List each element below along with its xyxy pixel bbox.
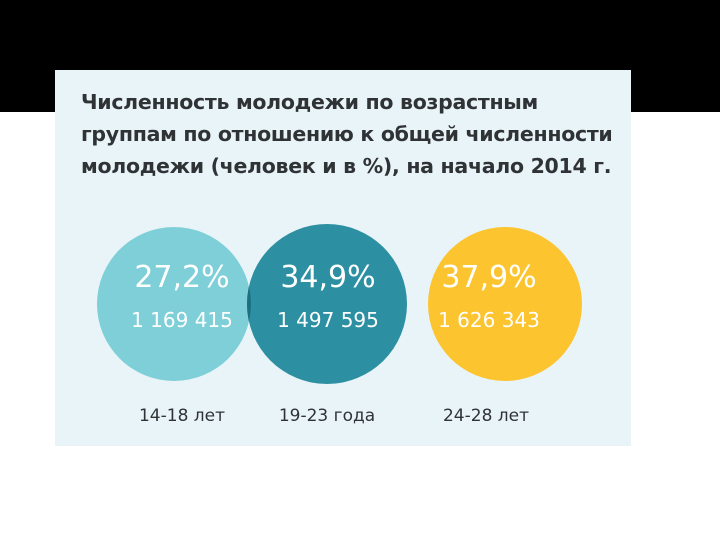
percent-label-14-18: 27,2% [134, 260, 229, 295]
circle-19-23 [247, 224, 407, 384]
group-label-19-23: 19-23 года [279, 406, 375, 426]
count-label-24-28: 1 626 343 [438, 308, 540, 332]
title-line-1: Численность молодежи по возрастным [81, 90, 538, 114]
group-label-24-28: 24-28 лет [443, 406, 529, 426]
infographic-panel: Численность молодежи по возрастным групп… [55, 70, 631, 446]
venn-diagram: 27,2% 1 169 415 34,9% 1 497 595 37,9% 1 … [97, 224, 582, 426]
title-line-2: группам по отношению к общей численности [81, 122, 613, 146]
chart-title: Численность молодежи по возрастным групп… [81, 86, 621, 182]
circle-24-28 [428, 227, 582, 381]
count-label-14-18: 1 169 415 [131, 308, 233, 332]
percent-label-24-28: 37,9% [441, 260, 536, 295]
group-label-14-18: 14-18 лет [139, 406, 225, 426]
title-line-3: молодежи (человек и в %), на начало 2014… [81, 154, 612, 178]
count-label-19-23: 1 497 595 [277, 308, 379, 332]
circle-14-18 [97, 227, 251, 381]
percent-label-19-23: 34,9% [280, 260, 375, 295]
